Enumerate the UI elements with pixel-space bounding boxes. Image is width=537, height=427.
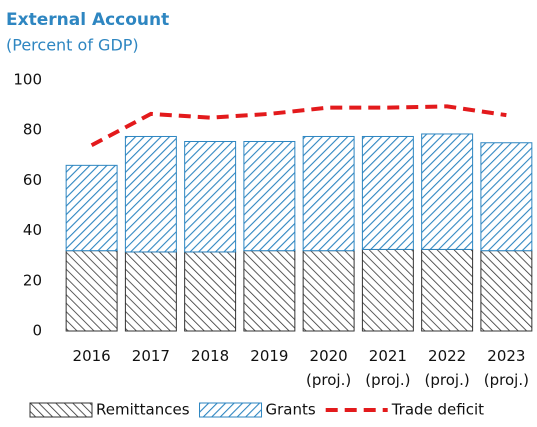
bar-segment bbox=[184, 251, 237, 332]
x-tick-label: 2022 (proj.) bbox=[425, 347, 470, 389]
x-tick-label: 2019 bbox=[250, 347, 288, 365]
bar-segment bbox=[243, 250, 296, 332]
y-tick-label: 60 bbox=[23, 171, 42, 189]
legend-label: Trade deficit bbox=[391, 401, 484, 419]
bar-segment bbox=[65, 250, 118, 332]
bar-segment bbox=[124, 251, 177, 332]
bar-segment bbox=[302, 250, 355, 332]
y-tick-label: 20 bbox=[23, 271, 42, 289]
legend-swatch bbox=[199, 402, 263, 418]
y-tick-label: 100 bbox=[13, 71, 42, 89]
bar-segment bbox=[302, 135, 355, 252]
bar-segment bbox=[480, 142, 533, 252]
bar-segment bbox=[361, 135, 414, 250]
line-series bbox=[90, 104, 507, 148]
legend-swatch bbox=[29, 402, 93, 418]
bar-segment bbox=[480, 250, 533, 332]
legend-label: Remittances bbox=[96, 401, 190, 419]
x-tick-label: 2017 bbox=[132, 347, 170, 365]
x-tick-label: 2018 bbox=[191, 347, 229, 365]
x-tick-label: 2016 bbox=[73, 347, 111, 365]
x-tick-label: 2023 (proj.) bbox=[484, 347, 529, 389]
bar-segment bbox=[361, 248, 414, 332]
y-tick-label: 40 bbox=[23, 221, 42, 239]
x-tick-label: 2020 (proj.) bbox=[306, 347, 351, 389]
legend-label: Grants bbox=[266, 401, 316, 419]
bar-segment bbox=[421, 133, 474, 250]
bar-segment bbox=[243, 140, 296, 252]
bar-segment bbox=[184, 140, 237, 253]
chart-subtitle: (Percent of GDP) bbox=[6, 36, 139, 55]
y-tick-label: 80 bbox=[23, 121, 42, 139]
x-tick-label: 2021 (proj.) bbox=[365, 347, 410, 389]
bar-segment bbox=[65, 164, 118, 252]
bar-segment bbox=[421, 248, 474, 332]
chart-title: External Account bbox=[6, 10, 169, 30]
y-tick-label: 0 bbox=[32, 322, 42, 340]
bar-segment bbox=[124, 135, 177, 253]
